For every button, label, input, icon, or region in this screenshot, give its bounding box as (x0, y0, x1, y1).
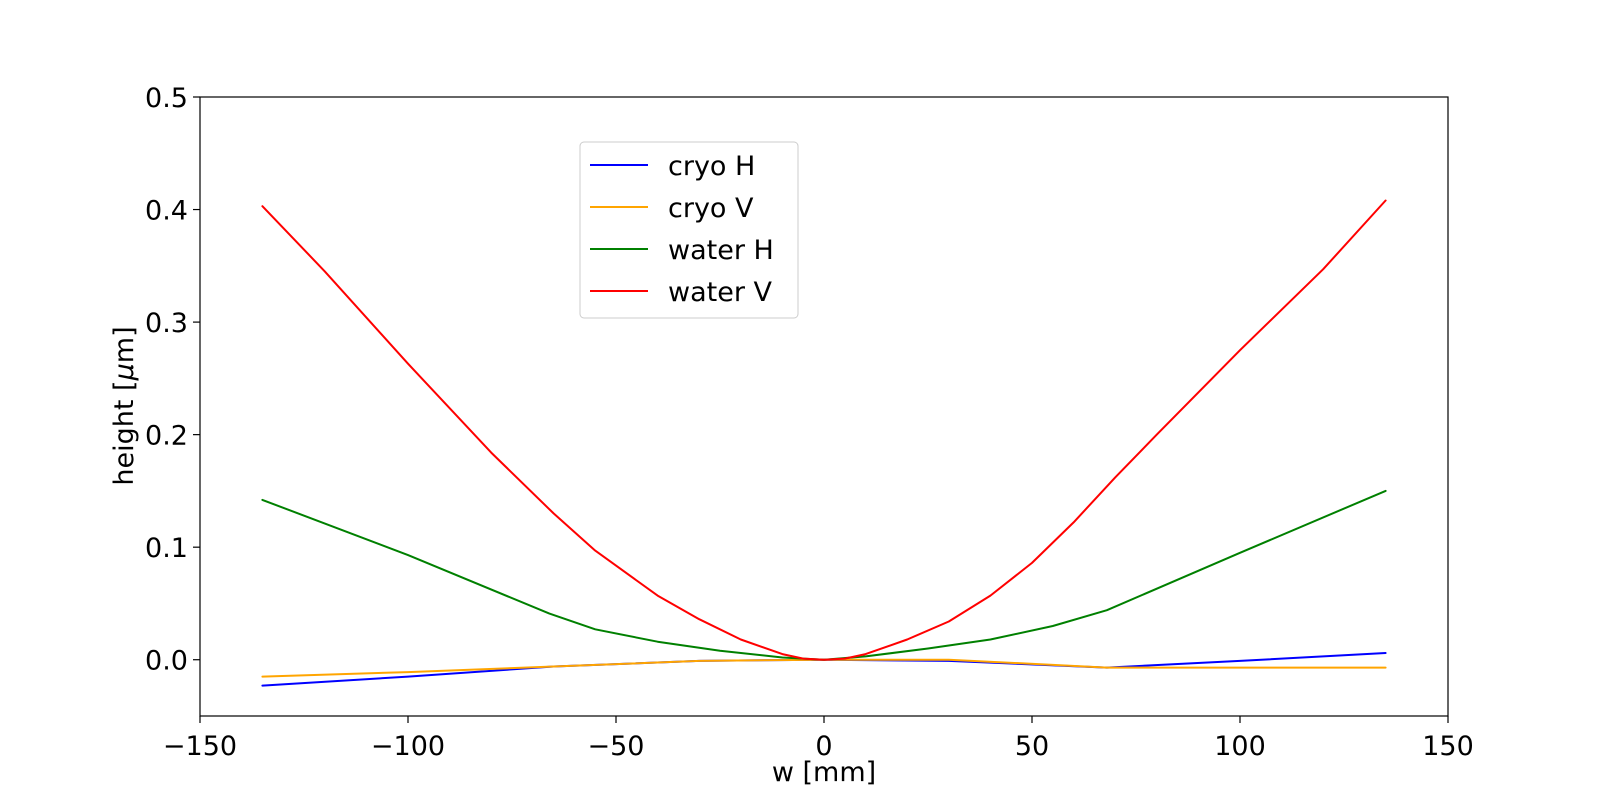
y-tick-label: 0.3 (145, 308, 188, 339)
legend-label: water H (668, 235, 774, 266)
legend-label: cryo V (668, 193, 754, 224)
y-axis-ticks: 0.0 0.1 0.2 0.3 0.4 0.5 (145, 83, 200, 677)
plot-frame (199, 96, 1449, 717)
y-tick-label: 0.5 (145, 83, 188, 114)
x-tick-label: 150 (1422, 731, 1474, 762)
x-axis-ticks: −150 −100 −50 0 50 100 150 (163, 716, 1474, 762)
series-line-water-h (261, 489, 1387, 661)
y-tick-label: 0.0 (145, 646, 188, 677)
x-axis-label: w [mm] (772, 757, 876, 788)
series-line-water-v (261, 199, 1387, 661)
legend-label: water V (668, 277, 773, 308)
x-tick-label: 0 (815, 731, 832, 762)
legend-frame (579, 141, 799, 319)
x-tick-label: 100 (1214, 731, 1266, 762)
legend: cryo H cryo V water H water V (579, 141, 799, 319)
x-tick-label: −150 (163, 731, 237, 762)
y-axis-label: height [μm] (109, 326, 140, 485)
x-tick-label: 50 (1015, 731, 1049, 762)
y-tick-label: 0.4 (145, 196, 188, 227)
series-layer (261, 199, 1387, 687)
x-tick-label: −100 (371, 731, 445, 762)
series-line-cryo-h (261, 652, 1387, 687)
x-tick-label: −50 (588, 731, 645, 762)
legend-label: cryo H (668, 151, 755, 182)
y-tick-label: 0.2 (145, 421, 188, 452)
y-tick-label: 0.1 (145, 533, 188, 564)
